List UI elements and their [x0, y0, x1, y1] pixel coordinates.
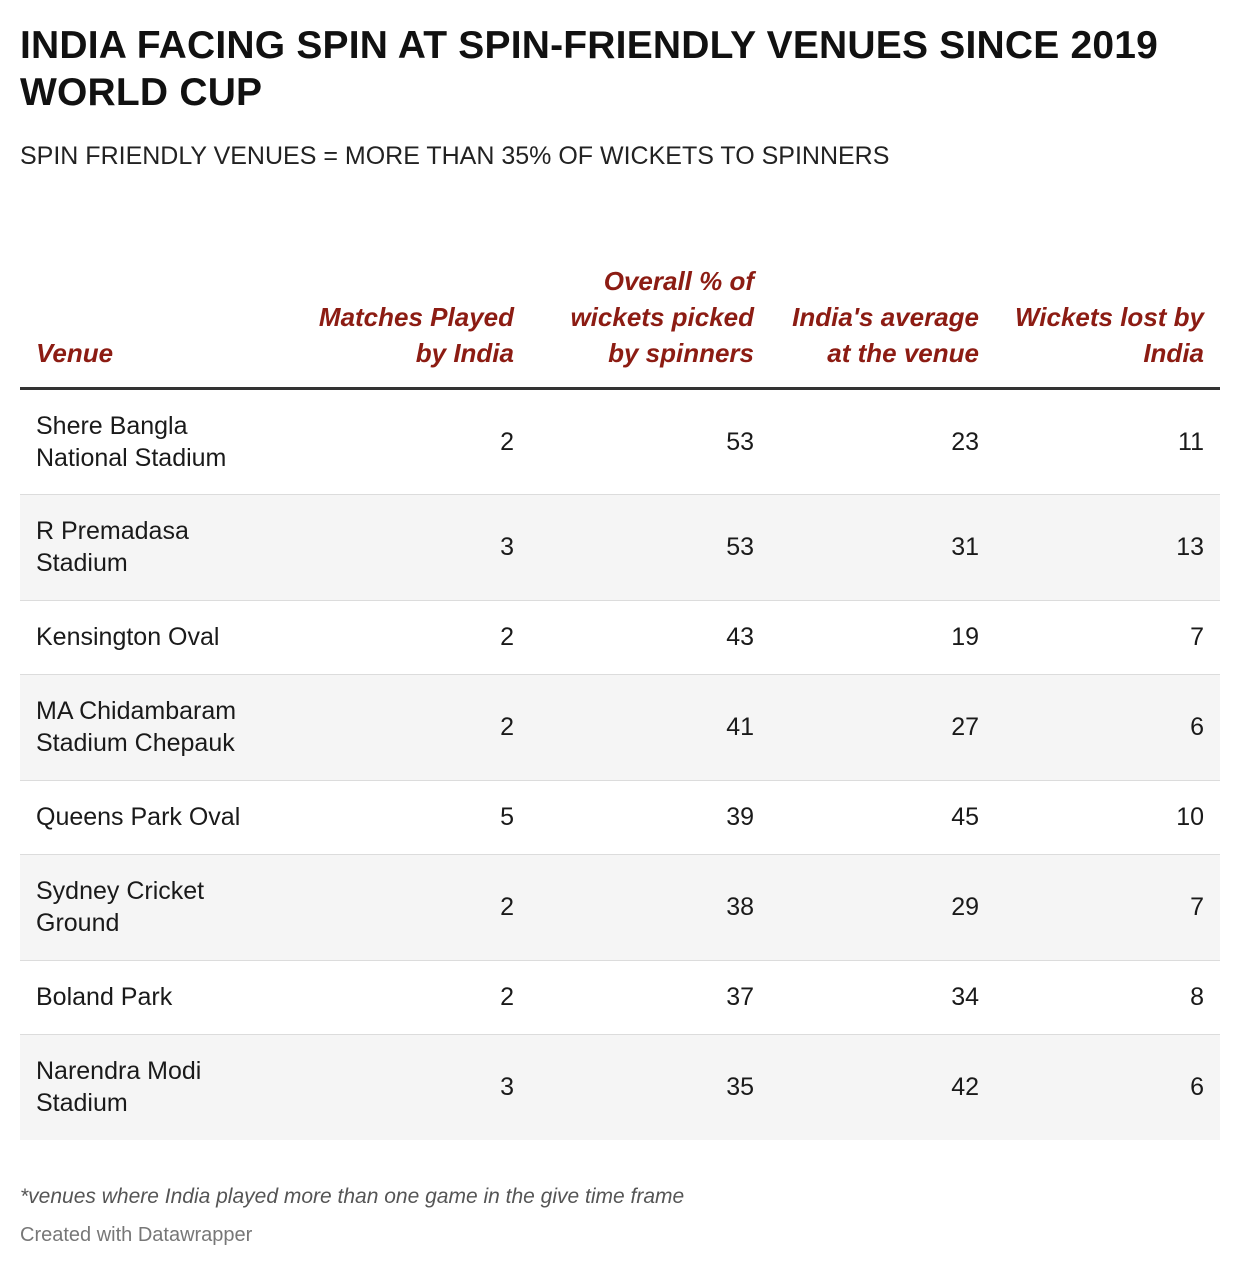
spin-pct-cell: 41 [530, 674, 770, 781]
venue-cell: R Premadasa Stadium [20, 494, 290, 601]
venue-cell: Kensington Oval [20, 600, 290, 675]
wickets-cell: 10 [995, 780, 1220, 855]
chart-title: INDIA FACING SPIN AT SPIN-FRIENDLY VENUE… [20, 24, 1159, 114]
wickets-cell: 13 [995, 494, 1220, 601]
spin-pct-cell: 37 [530, 960, 770, 1035]
average-cell: 42 [951, 1073, 979, 1102]
matches-cell: 2 [290, 960, 530, 1035]
spin-pct-cell: 35 [726, 1073, 754, 1102]
table-row: Shere Bangla National Stadium 2 53 23 11 [20, 388, 1220, 495]
wickets-cell: 7 [995, 854, 1220, 961]
average-cell: 23 [770, 388, 995, 495]
column-header-matches: Matches Played by India [290, 226, 530, 390]
wickets-cell: 6 [1190, 1073, 1204, 1102]
table-row: MA Chidambaram Stadium Chepauk 2 41 27 6 [20, 674, 1220, 781]
average-cell: 34 [770, 960, 995, 1035]
table-row: Boland Park 2 37 34 8 [20, 960, 1220, 1035]
credit-line: Created with Datawrapper [20, 1224, 253, 1246]
column-header-venue: Venue [20, 226, 290, 390]
matches-cell: 2 [290, 600, 530, 675]
average-cell: 27 [770, 674, 995, 781]
wickets-cell: 11 [995, 388, 1220, 495]
average-cell: 19 [770, 600, 995, 675]
header-row: Venue Matches Played by India Overall % … [20, 226, 1220, 390]
column-header-average: India's average at the venue [770, 226, 995, 390]
matches-cell: 2 [290, 388, 530, 495]
matches-cell: 3 [500, 1073, 514, 1102]
spin-pct-cell: 39 [530, 780, 770, 855]
data-table: Venue Matches Played by India Overall % … [20, 226, 1220, 1140]
venue-cell: Shere Bangla National Stadium [20, 388, 290, 495]
table-row: Narendra Modi Stadium 3 35 42 6 [20, 1034, 1220, 1140]
table-row: Sydney Cricket Ground 2 38 29 7 [20, 854, 1220, 961]
chart-subtitle: SPIN FRIENDLY VENUES = MORE THAN 35% OF … [20, 142, 890, 170]
spin-pct-cell: 38 [530, 854, 770, 961]
average-cell: 45 [770, 780, 995, 855]
average-cell: 29 [770, 854, 995, 961]
spin-pct-cell: 53 [530, 388, 770, 495]
table-row: Kensington Oval 2 43 19 7 [20, 600, 1220, 675]
wickets-cell: 7 [995, 600, 1220, 675]
column-header-wickets: Wickets lost by India [995, 226, 1220, 390]
spin-pct-cell: 53 [530, 494, 770, 601]
venue-cell: MA Chidambaram Stadium Chepauk [20, 674, 290, 781]
average-cell: 31 [770, 494, 995, 601]
table-row: R Premadasa Stadium 3 53 31 13 [20, 494, 1220, 601]
footnote: *venues where India played more than one… [20, 1185, 685, 1208]
wickets-cell: 8 [995, 960, 1220, 1035]
table-body: Shere Bangla National Stadium 2 53 23 11 R Pr… [20, 388, 1220, 1140]
venue-cell: Narendra Modi Stadium [36, 1057, 202, 1118]
venue-cell: Queens Park Oval [20, 780, 290, 855]
table-row: Queens Park Oval 5 39 45 10 [20, 780, 1220, 855]
spin-pct-cell: 43 [530, 600, 770, 675]
matches-cell: 3 [290, 494, 530, 601]
matches-cell: 2 [290, 854, 530, 961]
matches-cell: 2 [290, 674, 530, 781]
wickets-cell: 6 [995, 674, 1220, 781]
venue-cell: Boland Park [20, 960, 290, 1035]
column-header-spin-pct: Overall % of wickets picked by spinners [530, 226, 770, 390]
venue-cell: Sydney Cricket Ground [20, 854, 290, 961]
matches-cell: 5 [290, 780, 530, 855]
